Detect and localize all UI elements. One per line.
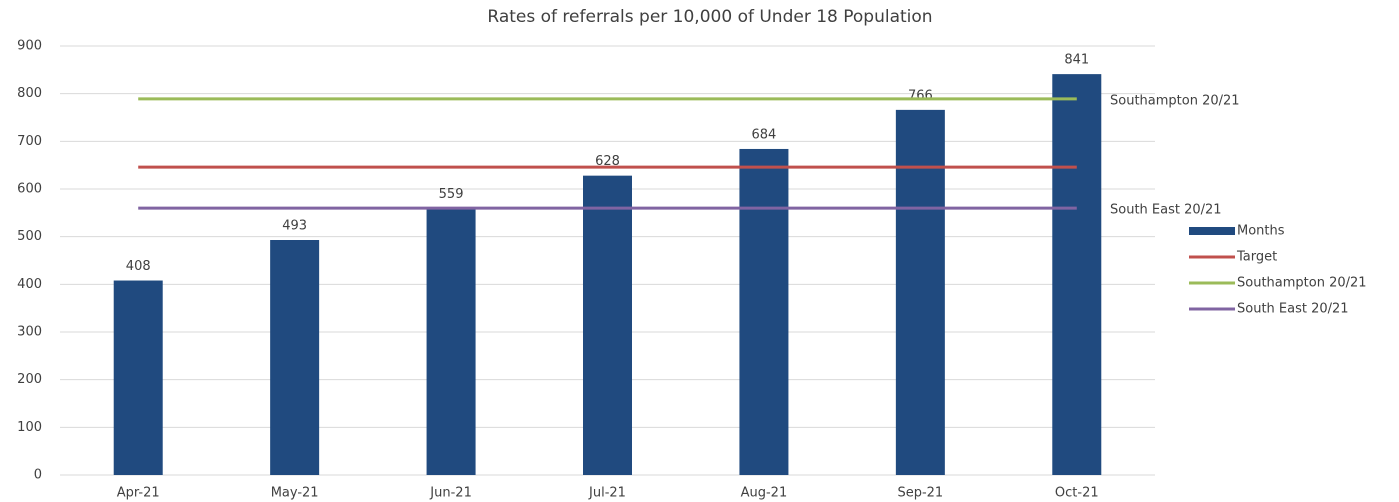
x-tick-label: Oct-21 xyxy=(1055,486,1099,501)
y-tick-label: 800 xyxy=(17,86,42,101)
x-tick-label: Aug-21 xyxy=(741,486,788,501)
x-tick-label: Jul-21 xyxy=(588,486,626,501)
data-label: 559 xyxy=(439,187,464,202)
bar xyxy=(895,109,945,475)
y-tick-label: 200 xyxy=(17,372,42,387)
data-label: 684 xyxy=(752,127,777,142)
data-label: 408 xyxy=(126,259,151,274)
y-tick-label: 300 xyxy=(17,325,42,340)
data-label: 493 xyxy=(282,219,307,234)
y-tick-label: 600 xyxy=(17,182,42,197)
x-tick-label: Jun-21 xyxy=(429,486,472,501)
y-tick-label: 900 xyxy=(17,39,42,54)
bar xyxy=(113,280,163,475)
y-tick-label: 0 xyxy=(34,468,42,483)
data-label: 841 xyxy=(1064,53,1089,68)
bar xyxy=(270,240,320,475)
y-tick-label: 400 xyxy=(17,277,42,292)
y-tick-label: 100 xyxy=(17,420,42,435)
annotation: South East 20/21 xyxy=(1110,203,1222,218)
bar xyxy=(583,175,632,476)
x-tick-label: Sep-21 xyxy=(897,486,943,501)
bar xyxy=(739,148,789,475)
legend-swatch xyxy=(1189,227,1235,235)
annotation: Southampton 20/21 xyxy=(1110,93,1240,108)
legend-label: Target xyxy=(1236,250,1277,265)
x-tick-label: Apr-21 xyxy=(117,486,160,501)
x-tick-label: May-21 xyxy=(271,486,319,501)
chart-title: Rates of referrals per 10,000 of Under 1… xyxy=(487,7,932,27)
data-label: 766 xyxy=(908,88,933,103)
legend-label: Southampton 20/21 xyxy=(1237,276,1367,291)
legend-label: South East 20/21 xyxy=(1237,302,1349,317)
bar xyxy=(1052,74,1102,475)
data-label: 628 xyxy=(595,154,620,169)
legend-label: Months xyxy=(1237,224,1285,239)
y-tick-label: 700 xyxy=(17,134,42,149)
bar xyxy=(426,208,476,475)
y-tick-label: 500 xyxy=(17,229,42,244)
